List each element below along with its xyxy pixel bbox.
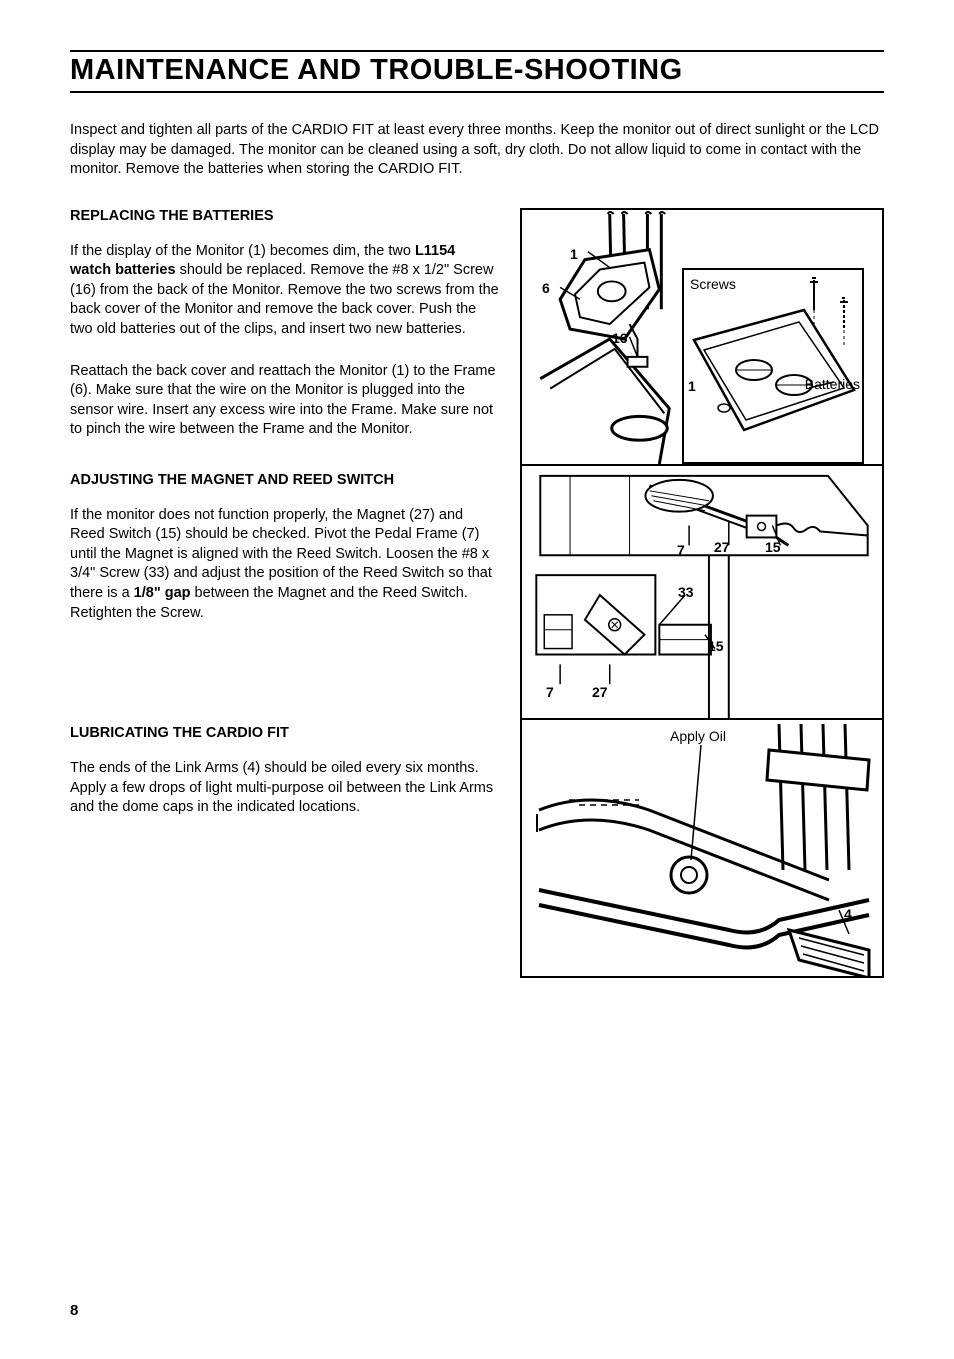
label-16: 16 [612,330,628,346]
label-7a: 7 [677,542,685,558]
label-1: 1 [570,246,578,262]
title-rule-bottom [70,91,884,93]
diagram-column: Screws Batteries 1 1 6 16 [520,208,884,978]
batteries-p2: Reattach the back cover and reattach the… [70,362,500,440]
label-apply-oil: Apply Oil [670,728,726,744]
label-33: 33 [678,584,694,600]
diagram-panel-2: 7 27 15 33 15 7 27 [522,466,882,720]
diagram-panel-1: Screws Batteries 1 1 6 16 [522,210,882,466]
label-15a: 15 [765,539,781,555]
left-column: REPLACING THE BATTERIES If the display o… [70,208,500,978]
inset-svg-1 [684,270,866,466]
label-6: 6 [542,280,550,296]
label-inset-1: 1 [688,378,696,394]
diagram-inset-1: Screws Batteries 1 [682,268,864,464]
diagram-panel-3: Apply Oil 4 [522,720,882,978]
heading-batteries: REPLACING THE BATTERIES [70,208,500,224]
label-27b: 27 [592,684,608,700]
label-7b: 7 [546,684,554,700]
intro-paragraph: Inspect and tighten all parts of the CAR… [70,121,884,180]
label-15b: 15 [708,638,724,654]
label-screws: Screws [690,276,736,292]
heading-magnet: ADJUSTING THE MAGNET AND REED SWITCH [70,472,500,488]
label-27a: 27 [714,539,730,555]
label-batteries: Batteries [805,376,860,392]
title-rule-top [70,50,884,52]
content-row: REPLACING THE BATTERIES If the display o… [70,208,884,978]
batteries-p1a: If the display of the Monitor (1) become… [70,243,415,259]
diagram-svg-2 [522,466,882,718]
label-4: 4 [844,906,852,922]
magnet-p1: If the monitor does not function properl… [70,506,500,623]
lube-p1: The ends of the Link Arms (4) should be … [70,759,500,818]
magnet-p1b: 1/8" gap [134,585,191,601]
page-title: MAINTENANCE AND TROUBLE-SHOOTING [70,54,884,87]
diagram-svg-3 [522,720,882,978]
heading-lube: LUBRICATING THE CARDIO FIT [70,725,500,741]
page-number: 8 [70,1302,78,1319]
batteries-p1: If the display of the Monitor (1) become… [70,242,500,340]
